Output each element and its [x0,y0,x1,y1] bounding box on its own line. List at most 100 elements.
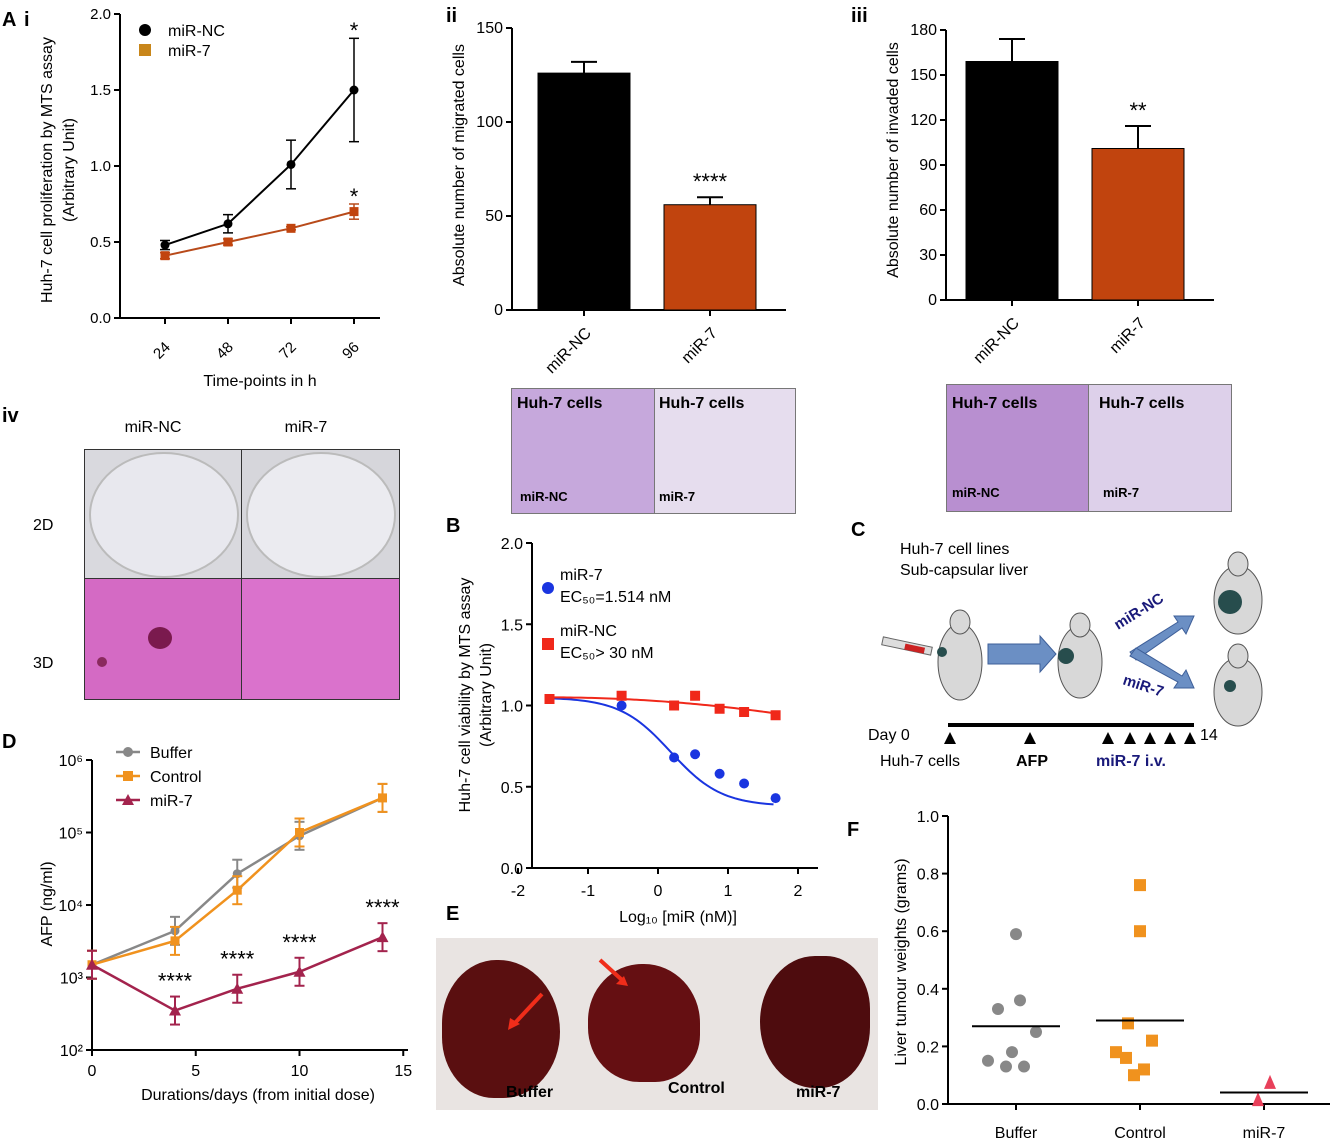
arrow-annotations [508,958,628,1030]
micrograph-ii-mir-nc: Huh-7 cells miR-NC [511,388,656,514]
y-axis-label: AFP (ng/ml) [39,861,56,946]
legend-buffer: Buffer [150,745,193,762]
x-axis-label: Time-points in h [203,373,316,390]
legend-mir-nc: miR-NC [560,623,617,640]
data-point [223,219,233,229]
timeline-mir7-iv: miR-7 i.v. [1096,753,1166,770]
timeline-day0: Day 0 [868,727,910,744]
y-tick-label: 1.0 [90,158,111,175]
data-point [293,965,306,977]
y-tick-label: 1.0 [917,809,939,826]
y-axis-label-2: (Arbitrary Unit) [478,643,495,747]
x-tick-label: 2 [794,883,803,900]
micrograph-label: miR-7 [1103,485,1140,500]
panel-letter-b: B [446,515,460,537]
data-point [170,936,180,946]
red-arrow-icon [512,992,544,1026]
data-point [1018,1060,1030,1073]
micrograph-iii-mir-7: Huh-7 cells miR-7 [1088,384,1232,512]
y-tick-label: 10⁵ [59,826,83,843]
data-point [1006,1046,1018,1059]
y-tick-label: 10² [60,1043,84,1060]
bar [663,204,757,311]
panel-letter-a-i: i [24,9,30,31]
data-point [1264,1074,1276,1089]
data-point [160,240,170,250]
data-point [992,1002,1004,1015]
arrow-down-icon [1129,647,1195,689]
col-label-mir-nc: miR-NC [125,419,182,436]
data-point [169,1004,182,1016]
y-tick-label: 10⁶ [59,753,83,770]
liver-label-control: Control [668,1080,725,1097]
y-tick-label: 150 [476,20,503,37]
x-axis-label: Durations/days (from initial dose) [141,1087,375,1104]
data-point [160,251,170,261]
data-point [982,1054,994,1067]
data-point [1134,925,1146,938]
data-point [770,793,781,804]
data-point [1134,879,1146,892]
data-point [714,703,725,714]
x-tick-label: 1 [724,883,733,900]
data-point [616,690,627,701]
schematic-line2: Sub-capsular liver [900,562,1029,579]
x-tick-label: -2 [511,883,525,900]
y-tick-label: 0.2 [917,1039,939,1056]
liver-control [588,964,700,1082]
data-point [669,700,680,711]
legend-mir-7: miR-7 [168,43,211,60]
y-tick-label: 2.0 [90,6,111,23]
petri-dish [89,452,239,578]
panel-letter-a-iv: iv [2,405,20,427]
x-tick-label: Buffer [995,1125,1038,1142]
data-point [690,690,701,701]
panel-c-schematic: Huh-7 cell lines Sub-capsular liver miR-… [868,541,1263,770]
x-tick-label: Control [1114,1125,1166,1142]
data-point [349,85,359,95]
legend-mir-nc: miR-NC [168,23,225,40]
x-tick-label: 0 [654,883,663,900]
significance-stars: **** [365,895,400,920]
y-tick-label: 0.8 [917,867,939,884]
data-point [1138,1063,1150,1076]
y-tick-label: 30 [919,247,937,264]
panel-letter-a: A [2,9,16,31]
col-label-mir-7: miR-7 [285,419,328,436]
data-point [1128,1069,1140,1082]
y-tick-label: 60 [919,202,937,219]
legend-mir-7: miR-7 [150,793,193,810]
schematic-line1: Huh-7 cell lines [900,541,1009,558]
arrow-right-icon [987,634,1057,674]
micrograph-label: miR-7 [659,489,696,504]
legend-mir-7: miR-7 [560,567,603,584]
y-tick-label: 1.5 [90,82,111,99]
significance-star: * [350,18,359,43]
panel-letter-a-ii: ii [446,5,457,27]
timeline-arrows [944,732,1196,744]
data-point [1000,1060,1012,1073]
chart-d-afp: AFP (ng/ml) Durations/days (from initial… [39,745,412,1104]
legend-mir-7-ec50: EC₅₀=1.514 nM [560,589,671,606]
micrograph-ii-mir-7: Huh-7 cells miR-7 [654,388,796,514]
fit-curve-mir-nc [549,696,774,715]
y-tick-label: 150 [910,67,937,84]
y-tick-label: 180 [910,22,937,39]
legend-marker [122,794,134,805]
data-point [739,707,750,717]
legend-control: Control [150,769,202,786]
data-point [232,885,242,895]
data-point [544,694,555,704]
y-tick-label: 0 [494,302,503,319]
y-axis-label: Absolute number of invaded cells [885,42,902,278]
significance-stars: **** [158,969,193,994]
panel-letter-e: E [446,903,459,925]
micrograph-title: Huh-7 cells [517,395,603,412]
legend-marker [542,638,554,650]
liver-label-buffer: Buffer [506,1084,554,1101]
x-tick-label: -1 [581,883,595,900]
legend-marker [123,747,133,757]
y-tick-label: 1.5 [501,617,523,634]
x-tick-label: 5 [191,1063,200,1080]
